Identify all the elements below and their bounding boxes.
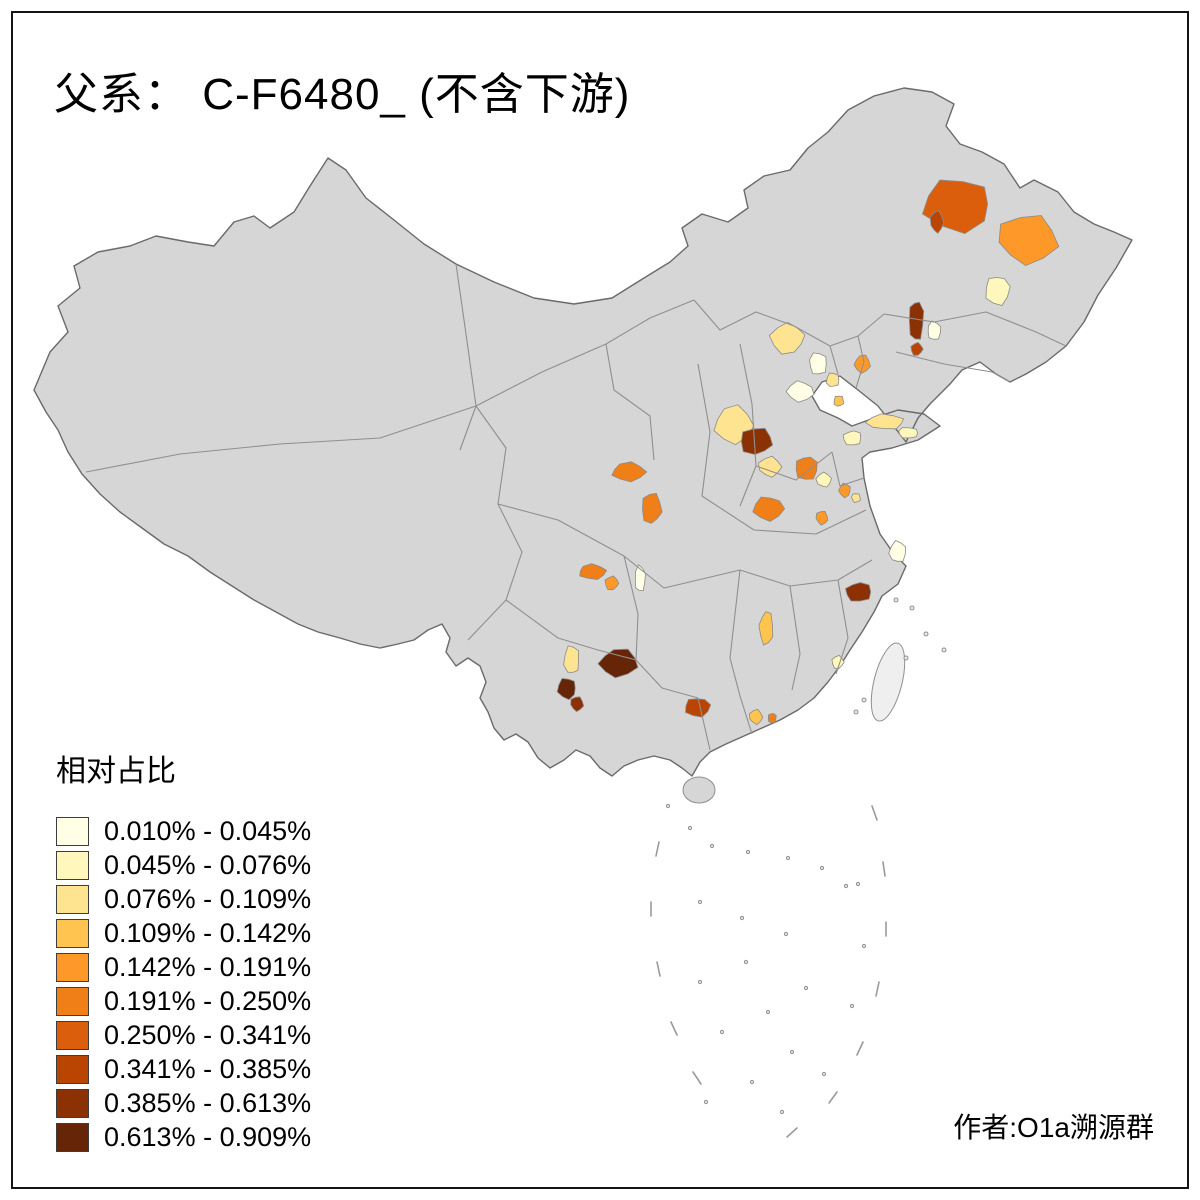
prefecture-region	[563, 645, 580, 673]
hainan-island	[682, 776, 716, 804]
legend-label: 0.191% - 0.250%	[104, 985, 312, 1016]
prefecture-region	[851, 493, 861, 503]
legend-swatch	[56, 816, 89, 846]
legend-row: 0.142% - 0.191%	[56, 950, 311, 984]
prefecture-region	[908, 301, 925, 340]
attribution: 作者:O1a溯源群	[953, 1112, 1154, 1143]
legend-swatch	[56, 884, 89, 914]
prefecture-region	[758, 611, 774, 646]
prefecture-region	[929, 209, 945, 234]
prefecture-region	[611, 461, 648, 483]
prefecture-region	[815, 510, 829, 526]
legend-row: 0.250% - 0.341%	[56, 1018, 311, 1052]
legend-swatch	[56, 1054, 89, 1084]
prefecture-region	[809, 352, 827, 375]
prefecture-region	[604, 575, 620, 591]
legend-swatch	[56, 918, 89, 948]
legend-label: 0.142% - 0.191%	[104, 951, 312, 982]
prefecture-region	[853, 354, 871, 374]
prefecture-region	[795, 456, 818, 480]
legend-swatch	[56, 952, 89, 982]
legend-row: 0.109% - 0.142%	[56, 916, 311, 950]
legend-title: 相对占比	[56, 755, 176, 788]
legend-row: 0.076% - 0.109%	[56, 882, 311, 916]
prefecture-region	[752, 496, 786, 522]
prefecture-region	[825, 372, 840, 387]
islands	[665, 597, 947, 1115]
legend-label: 0.613% - 0.909%	[104, 1121, 312, 1152]
legend-row: 0.385% - 0.613%	[56, 1086, 311, 1120]
legend-swatch	[56, 1020, 89, 1050]
prefecture-region	[556, 678, 576, 701]
prefecture-region	[815, 471, 832, 488]
prefecture-region	[767, 713, 777, 724]
prefecture-region	[842, 430, 862, 446]
legend-swatch	[56, 850, 89, 880]
legend-swatch	[56, 1088, 89, 1118]
legend-label: 0.010% - 0.045%	[104, 815, 312, 846]
province-borders	[85, 263, 1067, 751]
south-china-sea-islets	[665, 803, 867, 1115]
legend-row: 0.341% - 0.385%	[56, 1052, 311, 1086]
prefecture-region	[910, 341, 924, 356]
taiwan-island	[870, 642, 906, 722]
prefecture-region	[833, 395, 845, 407]
legend: 相对占比 0.010% - 0.045% 0.045% - 0.076% 0.076…	[56, 746, 311, 1154]
dash-line-marks	[650, 805, 887, 1138]
prefecture-region	[570, 696, 585, 713]
prefecture-region	[898, 427, 918, 439]
legend-row: 0.010% - 0.045%	[56, 814, 311, 848]
legend-swatch	[56, 986, 89, 1016]
prefecture-region	[864, 413, 905, 430]
legend-label: 0.076% - 0.109%	[104, 883, 312, 914]
legend-label: 0.385% - 0.613%	[104, 1087, 312, 1118]
legend-label: 0.341% - 0.385%	[104, 1053, 312, 1084]
prefecture-region	[685, 698, 712, 718]
page-title: 父系： C-F6480_ (不含下游)	[54, 70, 631, 119]
prefecture-region	[927, 320, 942, 340]
prefecture-region	[748, 708, 764, 726]
prefecture-region	[888, 539, 907, 562]
legend-label: 0.109% - 0.142%	[104, 917, 312, 948]
prefecture-region	[579, 563, 608, 580]
prefecture-region	[998, 215, 1060, 267]
legend-label: 0.045% - 0.076%	[104, 849, 312, 880]
legend-row: 0.045% - 0.076%	[56, 848, 311, 882]
prefecture-region	[985, 277, 1011, 306]
legend-row: 0.191% - 0.250%	[56, 984, 311, 1018]
legend-rows: 0.010% - 0.045% 0.045% - 0.076% 0.076% - 0…	[56, 814, 311, 1154]
prefecture-region	[838, 482, 851, 499]
china-mainland	[33, 87, 1133, 777]
prefecture-region	[740, 427, 774, 455]
legend-row: 0.613% - 0.909%	[56, 1120, 311, 1154]
prefecture-region	[785, 380, 815, 403]
legend-swatch	[56, 1122, 89, 1152]
prefecture-region	[642, 492, 663, 524]
coastal-islets	[853, 597, 947, 715]
prefecture-region	[768, 321, 806, 355]
prefecture-region	[845, 582, 872, 602]
legend-label: 0.250% - 0.341%	[104, 1019, 312, 1050]
prefecture-regions	[556, 179, 1060, 726]
